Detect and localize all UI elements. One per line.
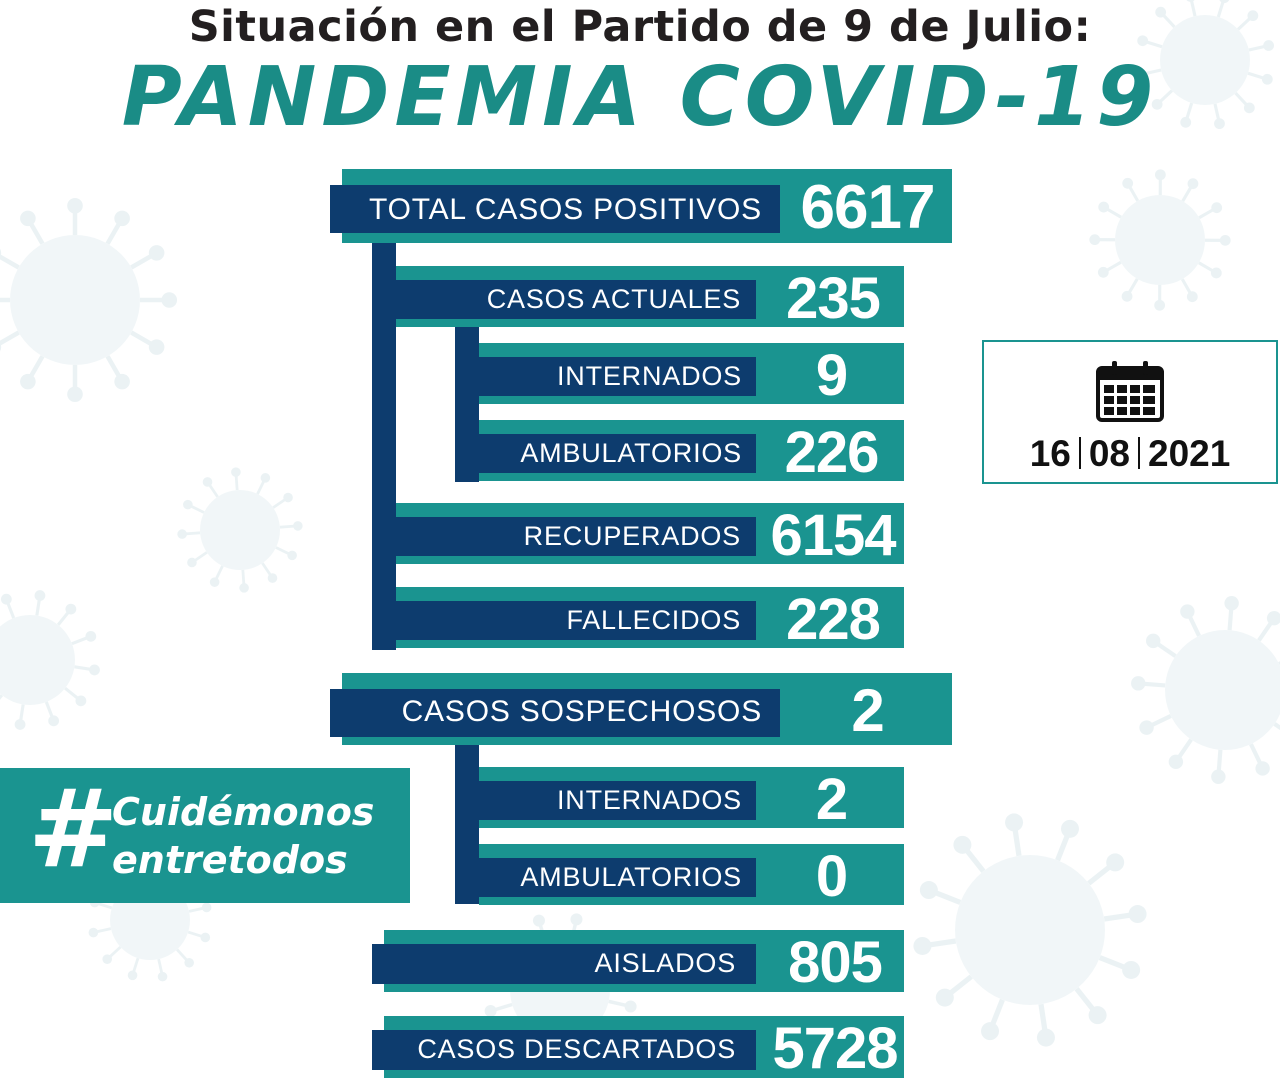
date-day: 16 [1029, 433, 1071, 474]
hashtag-symbol: # [28, 767, 119, 892]
date-box: 16 08 2021 [982, 340, 1278, 484]
stat-value: 805 [788, 930, 883, 995]
virus-particle [0, 197, 178, 403]
stat-value: 2 [815, 767, 848, 832]
stat-value: 226 [784, 420, 880, 485]
stat-label: AISLADOS [594, 948, 736, 978]
virus-particle [177, 467, 303, 593]
report-date: 16 08 2021 [984, 435, 1276, 472]
stat-value: 2 [851, 677, 884, 744]
stat-value: 0 [815, 844, 848, 909]
stat-value: 5728 [772, 1016, 898, 1081]
page-subtitle: PANDEMIA COVID-19 [121, 50, 1159, 145]
calendar-icon [1096, 361, 1164, 422]
page-title: Situación en el Partido de 9 de Julio: [188, 2, 1092, 52]
stat-label: INTERNADOS [556, 785, 742, 815]
stat-value: 235 [786, 266, 881, 331]
stat-label: CASOS SOSPECHOSOS [401, 695, 762, 728]
hashtag-line-2: entretodos [112, 838, 348, 882]
virus-particle [1135, 0, 1275, 130]
stat-value: 6154 [770, 503, 896, 568]
stat-label: AMBULATORIOS [520, 862, 742, 892]
connector-line-main [372, 232, 396, 650]
virus-particle [1131, 596, 1280, 784]
stat-value: 228 [786, 587, 881, 652]
date-month: 08 [1088, 433, 1130, 474]
stat-value: 9 [815, 343, 848, 408]
stat-label: CASOS ACTUALES [486, 284, 741, 314]
hashtag-line-1: Cuidémonos [112, 790, 375, 834]
stat-label: FALLECIDOS [566, 605, 741, 635]
stat-value: 6617 [800, 173, 936, 242]
virus-particle [0, 590, 100, 730]
date-year: 2021 [1148, 433, 1231, 474]
stat-label: INTERNADOS [556, 361, 742, 391]
stat-label: RECUPERADOS [523, 521, 741, 551]
stat-label: TOTAL CASOS POSITIVOS [368, 193, 762, 226]
hashtag-box: # Cuidémonos entretodos [0, 768, 410, 903]
stat-label: AMBULATORIOS [520, 438, 742, 468]
stat-label: CASOS DESCARTADOS [417, 1034, 736, 1064]
virus-particle [1089, 169, 1231, 311]
virus-particle [913, 813, 1147, 1047]
